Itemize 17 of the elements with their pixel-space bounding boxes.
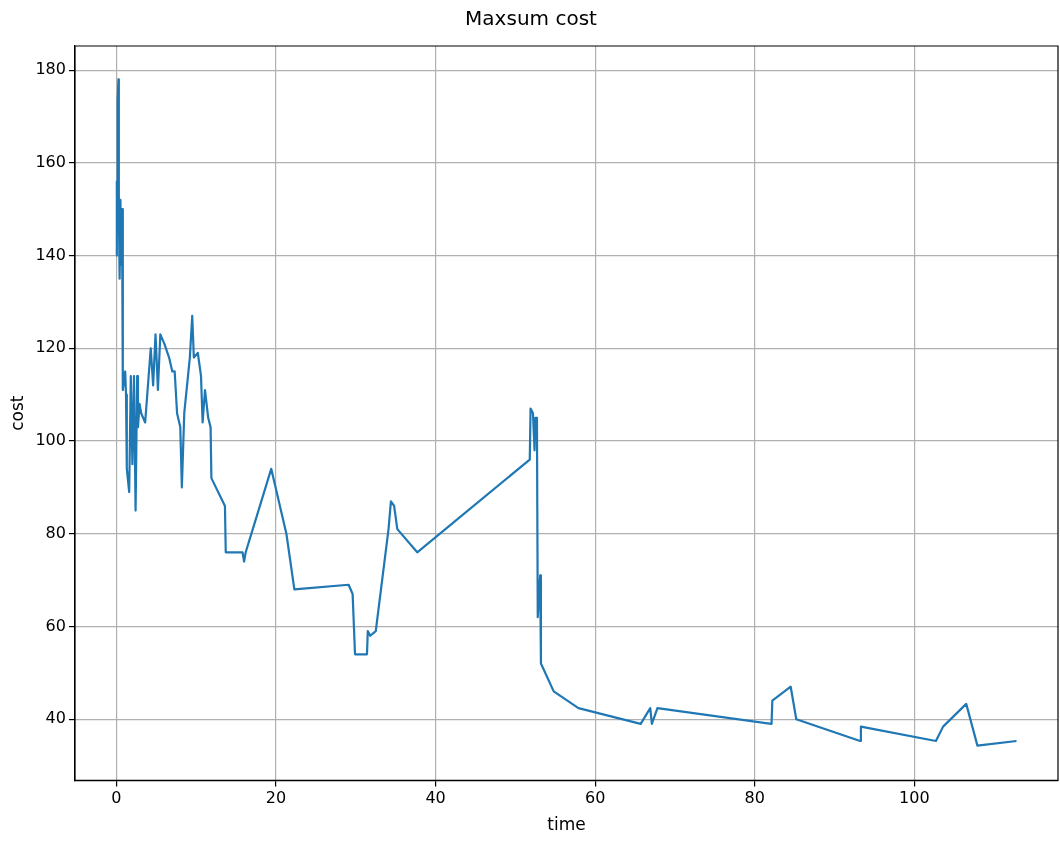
y-axis-title: cost — [6, 395, 27, 431]
y-tick-label: 40 — [45, 708, 66, 728]
y-tick-label: 180 — [35, 59, 66, 79]
y-tick-label: 60 — [45, 615, 66, 635]
x-tick-label: 20 — [265, 788, 287, 808]
y-tick-label: 100 — [35, 430, 66, 450]
y-tick-label: 80 — [45, 522, 66, 542]
x-axis-title: time — [547, 814, 586, 835]
x-tick-label: 80 — [744, 788, 765, 808]
y-tick-label: 140 — [35, 244, 66, 264]
x-tick-label: 60 — [585, 788, 606, 808]
x-tick-label: 0 — [111, 788, 122, 808]
chart-title: Maxsum cost — [465, 6, 598, 31]
y-tick-label: 160 — [35, 151, 66, 171]
x-tick-label: 100 — [899, 788, 930, 808]
x-tick-label: 40 — [425, 788, 446, 808]
y-tick-label: 120 — [35, 337, 66, 357]
